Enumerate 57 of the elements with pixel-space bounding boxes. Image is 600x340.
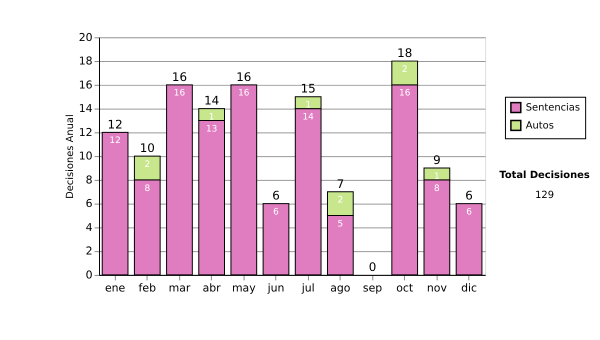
y-tick-label: 8 <box>86 173 93 186</box>
total-label: 6 <box>465 188 473 203</box>
x-tick-label: mar <box>168 281 191 294</box>
data-label: 2 <box>338 196 344 206</box>
total-label: 16 <box>236 70 252 84</box>
y-tick-label: 0 <box>86 268 93 282</box>
x-tick-label: ago <box>330 281 351 294</box>
total-label: 14 <box>204 94 220 108</box>
y-axis-title: Decisiones Anual <box>64 114 76 199</box>
y-tick-label: 14 <box>78 102 93 116</box>
total-label: 18 <box>397 46 412 60</box>
data-label: 16 <box>174 88 186 99</box>
data-label: 6 <box>466 208 472 218</box>
x-tick-label: nov <box>426 281 448 294</box>
y-tick-label: 18 <box>78 54 93 68</box>
x-tick-label: jul <box>300 281 315 294</box>
total-label: 7 <box>336 176 344 191</box>
total-label: 16 <box>172 70 188 84</box>
total-label: 15 <box>300 82 316 96</box>
data-label: 2 <box>144 160 150 170</box>
data-label: 8 <box>144 184 150 194</box>
data-label: 8 <box>434 184 440 194</box>
legend-label: Sentencias <box>526 102 580 114</box>
total-label: 9 <box>433 153 441 168</box>
y-tick-label: 2 <box>86 244 93 258</box>
data-label: 1 <box>208 112 214 122</box>
text: Total Decisiones <box>499 170 590 182</box>
data-label: 2 <box>402 64 408 75</box>
y-tick-label: 4 <box>86 220 93 234</box>
data-label: 1 <box>305 100 312 111</box>
y-tick-label: 6 <box>86 197 93 210</box>
data-label: 1 <box>434 172 440 182</box>
x-tick-label: ene <box>104 281 126 294</box>
total-label: 12 <box>108 117 123 132</box>
total-label: 10 <box>140 141 155 156</box>
y-tick-label: 12 <box>78 126 93 139</box>
data-label: 6 <box>273 208 280 218</box>
y-tick-label: 10 <box>78 150 93 163</box>
y-tick-label: 16 <box>78 78 93 92</box>
data-label: 16 <box>399 88 411 99</box>
data-label: 12 <box>109 136 121 146</box>
x-tick-label: oct <box>396 281 414 294</box>
x-tick-label: feb <box>138 281 156 294</box>
data-label: 13 <box>206 124 218 134</box>
x-tick-label: jun <box>266 281 284 294</box>
total-label: 6 <box>272 188 280 203</box>
data-label: 16 <box>238 88 250 99</box>
text: 129 <box>535 190 554 201</box>
total-label: 0 <box>368 260 376 274</box>
x-tick-label: may <box>232 281 256 294</box>
y-tick-label: 20 <box>78 30 93 44</box>
data-label: 14 <box>302 112 314 122</box>
x-tick-label: sep <box>362 281 382 294</box>
legend-label: Autos <box>526 120 554 132</box>
x-tick-label: dic <box>461 281 478 294</box>
x-tick-label: abr <box>202 281 222 294</box>
data-label: 5 <box>338 219 344 230</box>
